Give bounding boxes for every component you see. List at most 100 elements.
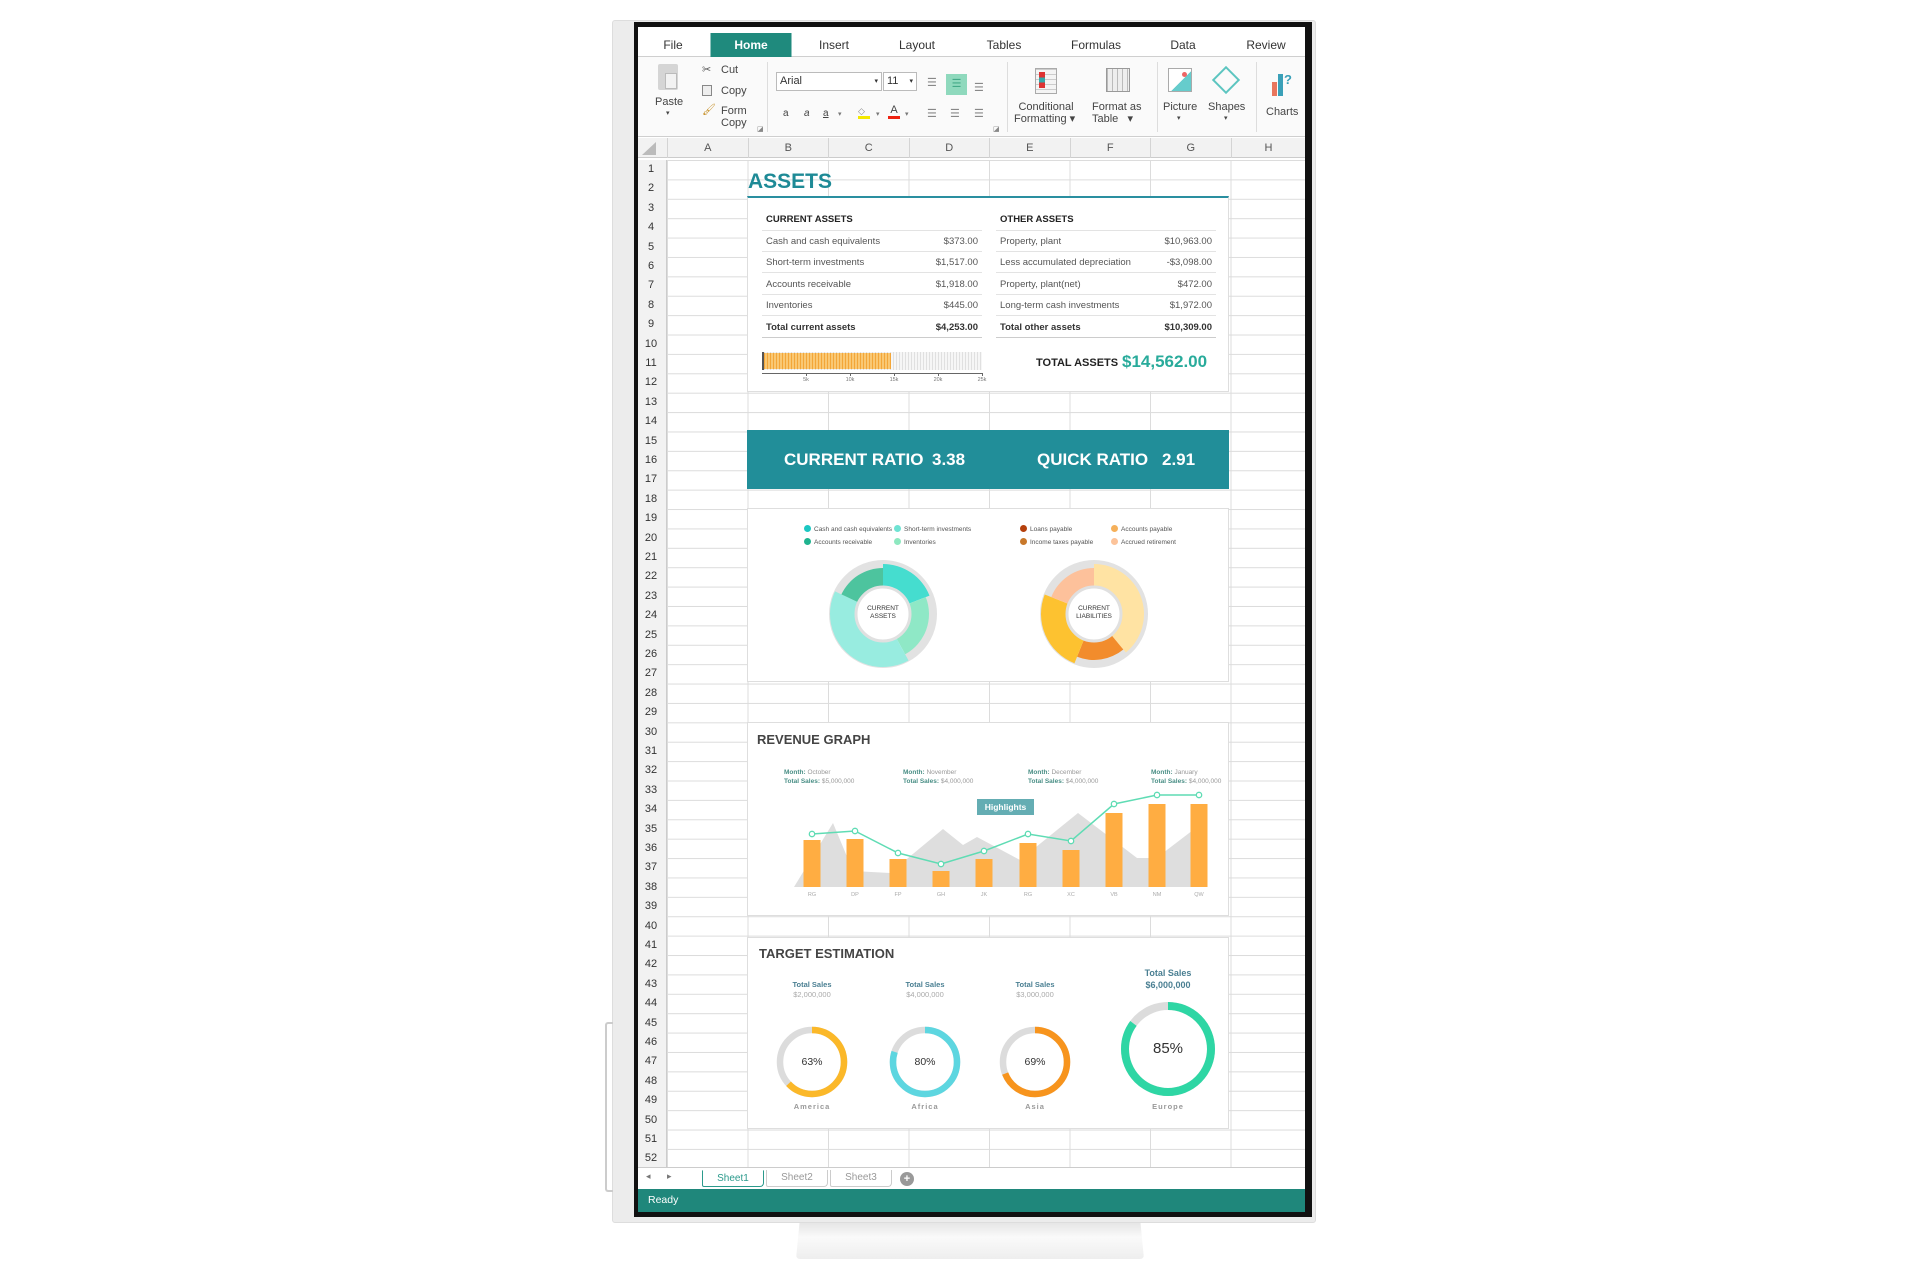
charts-icon[interactable]: ? bbox=[1272, 72, 1292, 96]
align-top-icon[interactable]: ☰ bbox=[927, 77, 937, 89]
font-launcher-icon[interactable]: ◪ bbox=[993, 126, 1000, 133]
tab-data[interactable]: Data bbox=[1170, 38, 1196, 52]
row-header[interactable]: 50 bbox=[644, 1113, 658, 1126]
align-middle-icon[interactable]: ☰ bbox=[946, 74, 967, 95]
row-header[interactable]: 5 bbox=[647, 240, 655, 253]
row-header[interactable]: 32 bbox=[644, 764, 658, 777]
row-header[interactable]: 9 bbox=[647, 318, 655, 331]
row-header[interactable]: 41 bbox=[644, 939, 658, 951]
row-header[interactable]: 51 bbox=[644, 1133, 658, 1145]
add-sheet-icon[interactable]: + bbox=[900, 1172, 914, 1186]
column-header-g[interactable]: G bbox=[1150, 138, 1231, 158]
row-header[interactable]: 29 bbox=[644, 706, 658, 719]
row-header[interactable]: 28 bbox=[644, 686, 658, 699]
row-header[interactable]: 31 bbox=[644, 745, 658, 757]
tab-insert[interactable]: Insert bbox=[818, 38, 850, 52]
row-header[interactable]: 43 bbox=[644, 977, 658, 990]
column-header-d[interactable]: D bbox=[908, 138, 990, 158]
charts-button[interactable]: Charts bbox=[1266, 106, 1299, 118]
row-header[interactable]: 19 bbox=[644, 512, 658, 525]
row-header[interactable]: 34 bbox=[644, 803, 658, 816]
cut-button[interactable]: Cut bbox=[721, 64, 739, 76]
row-header[interactable]: 13 bbox=[644, 395, 658, 408]
row-header[interactable]: 37 bbox=[644, 861, 658, 874]
row-header[interactable]: 49 bbox=[644, 1094, 658, 1107]
row-header[interactable]: 46 bbox=[644, 1036, 658, 1048]
font-name-select[interactable]: Arial ▾ bbox=[776, 72, 882, 91]
row-header[interactable]: 33 bbox=[644, 783, 658, 796]
row-header[interactable]: 24 bbox=[644, 609, 658, 622]
chevron-down-icon[interactable]: ▾ bbox=[876, 111, 880, 118]
paste-icon[interactable] bbox=[658, 64, 678, 90]
tab-file[interactable]: File bbox=[663, 38, 683, 52]
align-center-icon[interactable]: ☰ bbox=[950, 108, 960, 120]
sheet-tab-sheet3[interactable]: Sheet3 bbox=[830, 1170, 892, 1187]
row-header[interactable]: 18 bbox=[644, 492, 658, 505]
form-copy-button[interactable]: Form bbox=[721, 105, 747, 117]
clipboard-launcher-icon[interactable]: ◪ bbox=[757, 126, 764, 133]
row-header[interactable]: 8 bbox=[647, 298, 655, 311]
row-header[interactable]: 12 bbox=[644, 376, 658, 389]
row-header[interactable]: 6 bbox=[647, 260, 655, 272]
row-header[interactable]: 27 bbox=[644, 667, 658, 680]
row-header[interactable]: 2 bbox=[647, 182, 655, 195]
row-header[interactable]: 47 bbox=[644, 1055, 658, 1068]
paste-dropdown-icon[interactable]: ▾ bbox=[666, 110, 670, 117]
column-header-e[interactable]: E bbox=[989, 138, 1070, 158]
row-header[interactable]: 20 bbox=[644, 531, 658, 544]
chevron-down-icon[interactable]: ▾ bbox=[838, 111, 842, 118]
picture-button[interactable]: Picture bbox=[1163, 101, 1198, 113]
tab-layout[interactable]: Layout bbox=[898, 38, 936, 52]
sheet-tab-sheet2[interactable]: Sheet2 bbox=[766, 1170, 828, 1187]
row-header[interactable]: 21 bbox=[644, 551, 658, 563]
column-header-a[interactable]: A bbox=[667, 138, 748, 158]
row-header[interactable]: 36 bbox=[644, 842, 658, 854]
chevron-down-icon[interactable]: ▾ bbox=[905, 111, 909, 118]
copy-button[interactable]: Copy bbox=[721, 85, 747, 97]
row-header[interactable]: 4 bbox=[647, 221, 655, 234]
chevron-down-icon[interactable]: ▾ bbox=[1224, 115, 1228, 122]
tab-formulas[interactable]: Formulas bbox=[1070, 38, 1122, 52]
row-header[interactable]: 45 bbox=[644, 1016, 658, 1029]
picture-icon[interactable] bbox=[1168, 68, 1192, 92]
row-header[interactable]: 10 bbox=[644, 337, 658, 350]
row-header[interactable]: 15 bbox=[644, 434, 658, 447]
tab-home[interactable]: Home bbox=[710, 33, 792, 57]
format-as-table-icon[interactable] bbox=[1106, 68, 1130, 92]
row-header[interactable]: 11 bbox=[645, 357, 657, 369]
row-header[interactable]: 22 bbox=[644, 570, 658, 583]
row-header[interactable]: 48 bbox=[644, 1074, 658, 1087]
row-header[interactable]: 39 bbox=[644, 900, 658, 913]
row-header[interactable]: 42 bbox=[644, 958, 658, 971]
column-header-h[interactable]: H bbox=[1230, 138, 1306, 158]
format-as-table-button[interactable]: Format as bbox=[1092, 101, 1142, 113]
column-header-c[interactable]: C bbox=[828, 138, 909, 158]
tab-tables[interactable]: Tables bbox=[986, 38, 1022, 52]
row-header[interactable]: 7 bbox=[647, 279, 655, 292]
row-header[interactable]: 40 bbox=[644, 919, 658, 932]
row-header[interactable]: 25 bbox=[644, 628, 658, 641]
row-header[interactable]: 14 bbox=[644, 415, 658, 428]
fill-color-icon[interactable]: ◇ bbox=[858, 106, 870, 119]
row-header[interactable]: 17 bbox=[644, 473, 658, 486]
row-header[interactable]: 38 bbox=[644, 880, 658, 893]
shapes-button[interactable]: Shapes bbox=[1208, 101, 1246, 113]
row-header[interactable]: 35 bbox=[644, 822, 658, 835]
font-size-select[interactable]: 11 ▾ bbox=[883, 72, 917, 91]
italic-button[interactable]: a bbox=[804, 108, 810, 119]
row-header[interactable]: 1 bbox=[647, 163, 655, 175]
scroll-right-icon[interactable]: ▸ bbox=[667, 1171, 672, 1181]
tab-review[interactable]: Review bbox=[1246, 38, 1286, 52]
conditional-formatting-button[interactable]: Conditional bbox=[1018, 101, 1074, 113]
chevron-down-icon[interactable]: ▾ bbox=[1177, 115, 1181, 122]
align-left-icon[interactable]: ☰ bbox=[927, 108, 937, 120]
scroll-left-icon[interactable]: ◂ bbox=[646, 1171, 651, 1181]
row-header[interactable]: 30 bbox=[644, 725, 658, 738]
row-header[interactable]: 3 bbox=[647, 201, 655, 214]
column-header-f[interactable]: F bbox=[1069, 138, 1151, 158]
column-header-b[interactable]: B bbox=[747, 138, 829, 158]
conditional-formatting-icon[interactable] bbox=[1035, 68, 1057, 94]
align-bottom-icon[interactable]: ☰ bbox=[974, 82, 984, 94]
select-all-button[interactable] bbox=[642, 142, 656, 155]
row-header[interactable]: 23 bbox=[644, 589, 658, 602]
